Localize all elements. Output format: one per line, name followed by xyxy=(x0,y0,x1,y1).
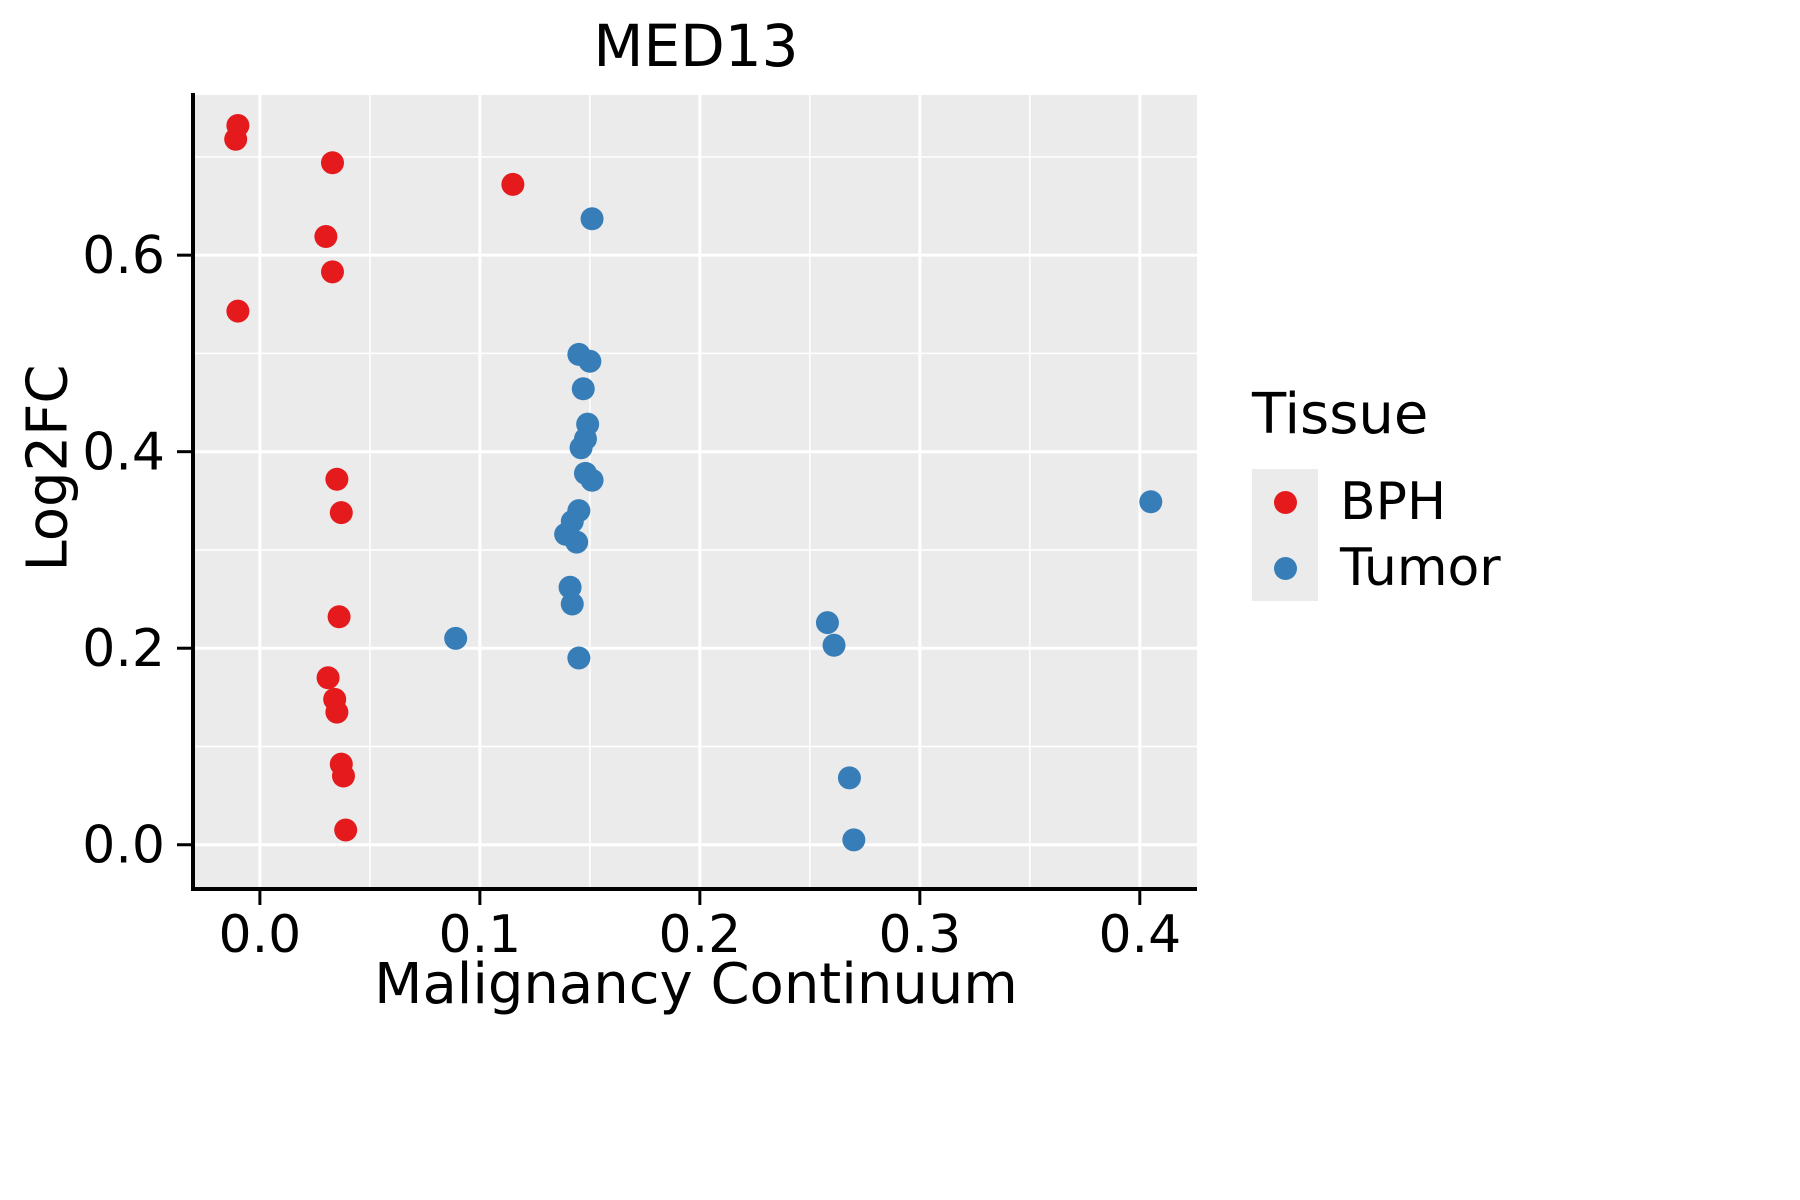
legend-label-bph: BPH xyxy=(1340,472,1447,532)
y-tick-label: 0.6 xyxy=(82,226,165,286)
legend: Tissue BPH Tumor xyxy=(1252,382,1501,601)
y-tick-label: 0.0 xyxy=(82,816,165,876)
y-tick-label: 0.2 xyxy=(82,619,165,679)
x-tick-label: 0.1 xyxy=(439,905,522,965)
point-bph xyxy=(224,127,248,151)
y-tick-label: 0.4 xyxy=(82,423,165,483)
point-tumor xyxy=(842,828,866,852)
point-bph xyxy=(314,224,338,248)
point-tumor xyxy=(558,575,582,599)
point-bph xyxy=(331,764,355,788)
x-tick-label: 0.4 xyxy=(1098,905,1181,965)
point-bph xyxy=(334,818,358,842)
point-tumor xyxy=(580,207,604,231)
point-bph xyxy=(325,700,349,724)
legend-title: Tissue xyxy=(1252,382,1429,447)
point-tumor xyxy=(1139,490,1163,514)
point-bph xyxy=(226,299,250,323)
x-axis-label: Malignancy Continuum xyxy=(374,952,1018,1017)
point-tumor xyxy=(565,530,589,554)
point-tumor xyxy=(560,592,584,616)
legend-entry-tumor: Tumor xyxy=(1252,535,1501,601)
legend-key-tumor xyxy=(1252,535,1318,601)
legend-entry-bph: BPH xyxy=(1252,469,1501,535)
point-tumor xyxy=(569,436,593,460)
point-bph xyxy=(501,172,525,196)
point-tumor xyxy=(567,646,591,670)
legend-key-bph xyxy=(1252,469,1318,535)
point-tumor xyxy=(837,766,861,790)
point-tumor xyxy=(822,633,846,657)
point-bph xyxy=(327,605,351,629)
legend-label-tumor: Tumor xyxy=(1340,538,1501,598)
point-bph xyxy=(329,501,353,525)
point-bph xyxy=(320,151,344,175)
point-bph xyxy=(316,666,340,690)
tumor-point-icon xyxy=(1273,556,1297,580)
point-tumor xyxy=(815,611,839,635)
x-tick-label: 0.0 xyxy=(219,905,302,965)
y-axis-label: Log2FC xyxy=(15,364,81,572)
point-tumor xyxy=(578,349,602,373)
chart-title: MED13 xyxy=(593,12,799,80)
point-bph xyxy=(325,467,349,491)
point-bph xyxy=(320,260,344,284)
x-tick-label: 0.2 xyxy=(658,905,741,965)
x-tick-label: 0.3 xyxy=(878,905,961,965)
bph-point-icon xyxy=(1273,490,1297,514)
point-tumor xyxy=(580,468,604,492)
point-tumor xyxy=(444,626,468,650)
point-tumor xyxy=(571,377,595,401)
